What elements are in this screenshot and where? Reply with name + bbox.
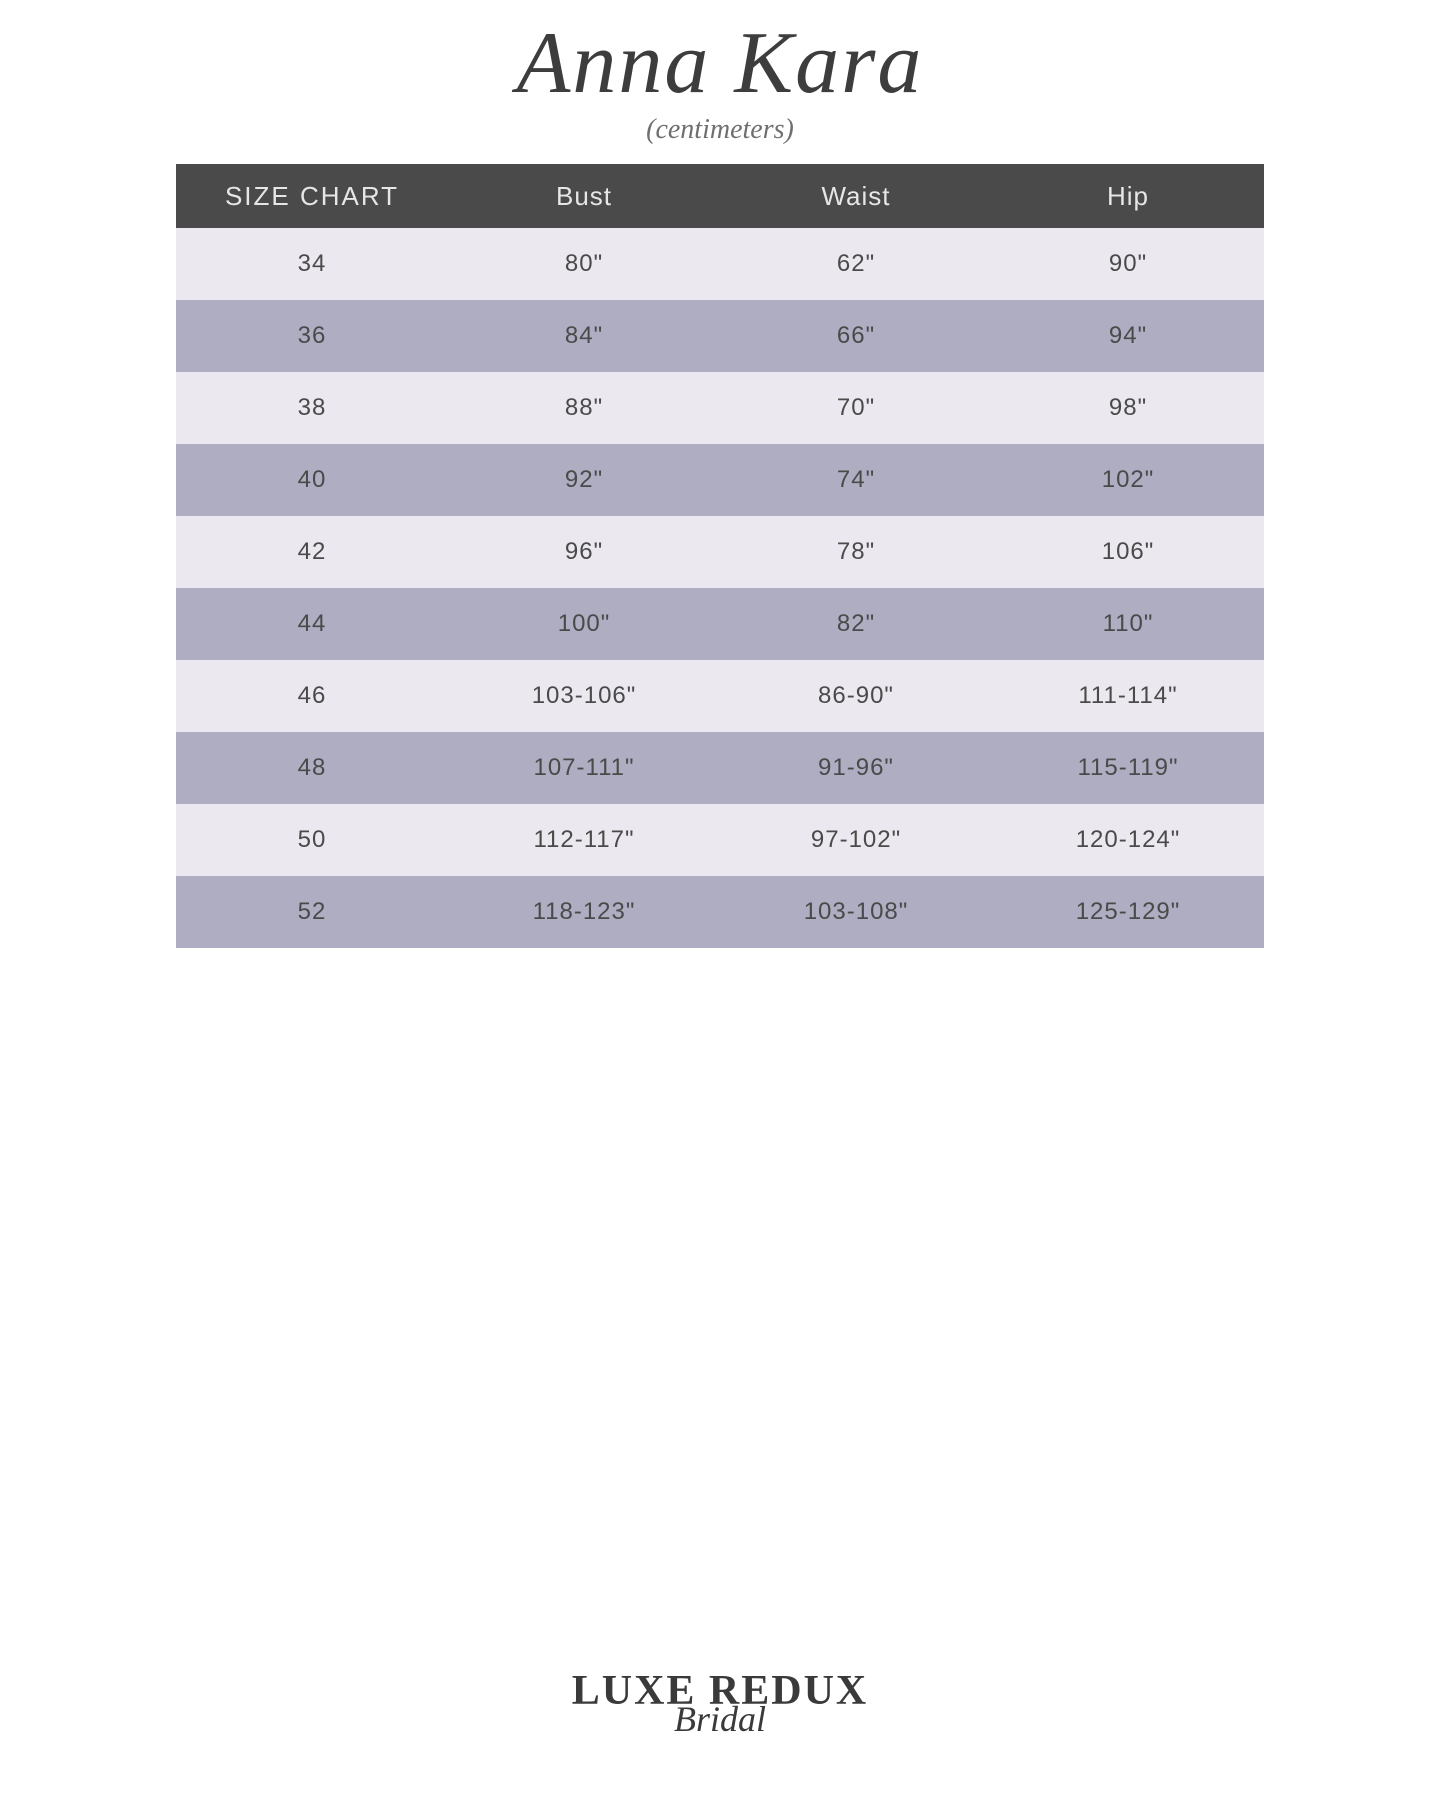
table-header-row: SIZE CHART Bust Waist Hip (176, 164, 1264, 228)
table-cell: 120-124" (992, 804, 1264, 876)
table-cell: 97-102" (720, 804, 992, 876)
table-cell: 125-129" (992, 876, 1264, 948)
size-chart-container: SIZE CHART Bust Waist Hip 3480"62"90"368… (176, 164, 1264, 948)
table-cell: 115-119" (992, 732, 1264, 804)
table-row: 44100"82"110" (176, 588, 1264, 660)
table-cell: 100" (448, 588, 720, 660)
footer-line2: Bridal (0, 1698, 1440, 1740)
table-cell: 48 (176, 732, 448, 804)
table-cell: 92" (448, 444, 720, 516)
table-row: 4092"74"102" (176, 444, 1264, 516)
table-cell: 88" (448, 372, 720, 444)
table-cell: 62" (720, 228, 992, 300)
table-cell: 107-111" (448, 732, 720, 804)
table-cell: 90" (992, 228, 1264, 300)
table-cell: 42 (176, 516, 448, 588)
table-cell: 40 (176, 444, 448, 516)
table-cell: 84" (448, 300, 720, 372)
col-header-waist: Waist (720, 164, 992, 228)
table-cell: 103-106" (448, 660, 720, 732)
table-cell: 74" (720, 444, 992, 516)
table-cell: 118-123" (448, 876, 720, 948)
table-cell: 34 (176, 228, 448, 300)
table-cell: 110" (992, 588, 1264, 660)
table-cell: 50 (176, 804, 448, 876)
table-row: 3684"66"94" (176, 300, 1264, 372)
table-row: 3480"62"90" (176, 228, 1264, 300)
table-row: 4296"78"106" (176, 516, 1264, 588)
table-cell: 80" (448, 228, 720, 300)
brand-subtitle: (centimeters) (517, 114, 924, 146)
table-row: 48107-111"91-96"115-119" (176, 732, 1264, 804)
col-header-size: SIZE CHART (176, 164, 448, 228)
table-cell: 52 (176, 876, 448, 948)
table-cell: 112-117" (448, 804, 720, 876)
table-cell: 96" (448, 516, 720, 588)
table-cell: 98" (992, 372, 1264, 444)
table-cell: 102" (992, 444, 1264, 516)
table-row: 50112-117"97-102"120-124" (176, 804, 1264, 876)
table-cell: 66" (720, 300, 992, 372)
table-cell: 36 (176, 300, 448, 372)
table-cell: 91-96" (720, 732, 992, 804)
page: Anna Kara (centimeters) SIZE CHART Bust … (0, 0, 1440, 1800)
table-cell: 46 (176, 660, 448, 732)
table-row: 46103-106"86-90"111-114" (176, 660, 1264, 732)
table-cell: 44 (176, 588, 448, 660)
table-cell: 82" (720, 588, 992, 660)
footer-brand: LUXE REDUX Bridal (0, 1670, 1440, 1740)
table-cell: 106" (992, 516, 1264, 588)
table-cell: 111-114" (992, 660, 1264, 732)
table-cell: 78" (720, 516, 992, 588)
table-cell: 38 (176, 372, 448, 444)
table-cell: 103-108" (720, 876, 992, 948)
table-row: 3888"70"98" (176, 372, 1264, 444)
col-header-hip: Hip (992, 164, 1264, 228)
table-cell: 94" (992, 300, 1264, 372)
brand-name: Anna Kara (517, 20, 924, 108)
size-chart-table: SIZE CHART Bust Waist Hip 3480"62"90"368… (176, 164, 1264, 948)
header-brand: Anna Kara (centimeters) (517, 20, 924, 146)
table-row: 52118-123"103-108"125-129" (176, 876, 1264, 948)
table-cell: 70" (720, 372, 992, 444)
table-cell: 86-90" (720, 660, 992, 732)
col-header-bust: Bust (448, 164, 720, 228)
